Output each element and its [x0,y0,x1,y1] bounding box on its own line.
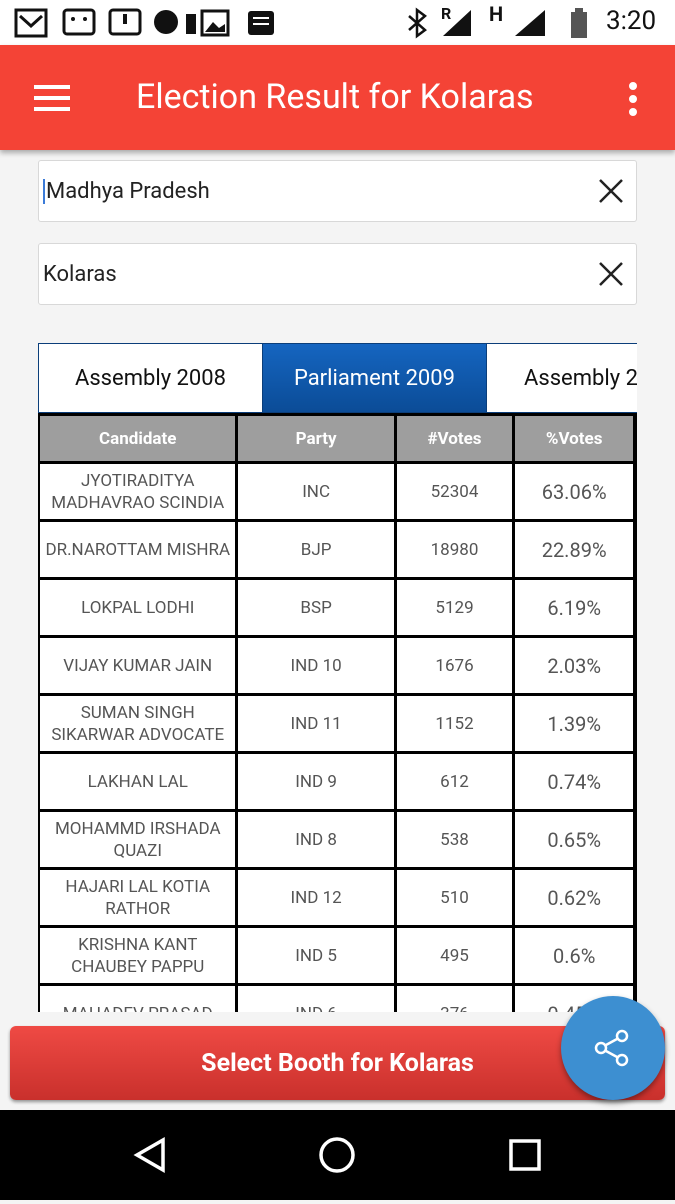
tab[interactable]: Assembly 2 [486,343,637,413]
share-icon [594,1029,629,1067]
table-cell: 538 [396,812,513,867]
table-row: DR.NAROTTAM MISHRA BJP 18980 22.89% [40,522,633,577]
table-cell: 0.6% [515,928,633,983]
table-row: LOKPAL LODHI BSP 5129 6.19% [40,580,633,635]
table-cell: KRISHNA KANT CHAUBEY PAPPU [40,928,236,983]
clock: 3:20 [606,6,657,36]
clear-button[interactable] [598,178,624,204]
system-icons [408,7,587,39]
table-cell: 495 [396,928,513,983]
table-cell: 376 [396,986,513,1012]
share-button[interactable] [561,996,665,1100]
state-input[interactable]: Madhya Pradesh [38,160,637,222]
table-cell: 6.19% [515,580,633,635]
home-button[interactable] [319,1137,355,1173]
table-cell: MOHAMMD IRSHADA QUAZI [40,812,236,867]
header-cell: Candidate [40,416,236,461]
table-cell: IND 6 [238,986,394,1012]
table-cell: VIJAY KUMAR JAIN [40,638,236,693]
table-cell: 18980 [396,522,513,577]
table-row: MAHADEV PRASADIND 63760.45% [40,986,633,1012]
table-cell: DR.NAROTTAM MISHRA [40,522,236,577]
table-cell: IND 8 [238,812,394,867]
table-cell: SUMAN SINGH SIKARWAR ADVOCATE [40,696,236,751]
table-cell: JYOTIRADITYA MADHAVRAO SCINDIA [40,464,236,519]
header-cell: #Votes [396,416,513,461]
table-cell: 0.62% [515,870,633,925]
constituency-input[interactable]: Kolaras [38,243,637,305]
app-title: Election Result for Kolaras [136,77,534,117]
nav-icons [133,1136,541,1174]
table-cell: 5129 [396,580,513,635]
table-row: JYOTIRADITYA MADHAVRAO SCINDIA INC 52304 63… [40,464,633,519]
table-cell: IND 11 [238,696,394,751]
table-cell: 52304 [396,464,513,519]
table-cell: MAHADEV PRASAD [40,986,236,1012]
more-button[interactable] [626,81,640,117]
back-button[interactable] [133,1136,165,1174]
input-text: Madhya Pradesh [43,179,210,204]
table-cell: LAKHAN LAL [40,754,236,809]
table-cell: IND 12 [238,870,394,925]
table-cell: 0.74% [515,754,633,809]
menu-button[interactable] [34,85,72,113]
table-cell: HAJARI LAL KOTIA RATHOR [40,870,236,925]
tab-strip: Assembly 2008 Parliament 2009 Assembly 2 [38,343,637,413]
network-type: R [441,4,452,23]
navigation-bar [0,1110,675,1200]
header-cell: %Votes [515,416,633,461]
table-cell: LOKPAL LODHI [40,580,236,635]
header-cell: Party [238,416,394,461]
table-cell: 2.03% [515,638,633,693]
table-cell: BSP [238,580,394,635]
table-cell: 63.06% [515,464,633,519]
table-cell: INC [238,464,394,519]
table-cell: IND 9 [238,754,394,809]
table-row: VIJAY KUMAR JAIN IND 10 1676 2.03% [40,638,633,693]
table-cell: IND 5 [238,928,394,983]
table-cell: BJP [238,522,394,577]
network-type: H [489,2,504,26]
table-row: HAJARI LAL KOTIA RATHOR IND 12 510 0.62% [40,870,633,925]
table-cell: 1152 [396,696,513,751]
table-cell: 0.65% [515,812,633,867]
tab[interactable]: Assembly 2008 [38,343,263,413]
table-cell: 1.39% [515,696,633,751]
results-table: Candidate Party #Votes %Votes JYOTIRADITYA M… [38,413,637,1012]
recents-button[interactable] [509,1139,541,1171]
input-text: Kolaras [43,262,117,287]
table-cell: IND 10 [238,638,394,693]
table-row: SUMAN SINGH SIKARWAR ADVOCATE IND 11 1152 1… [40,696,633,751]
tab-active[interactable]: Parliament 2009 [262,343,487,413]
table-row: MOHAMMD IRSHADA QUAZI IND 8 538 0.65% [40,812,633,867]
app-bar: Election Result for Kolaras [0,45,675,150]
header-row: Candidate Party #Votes %Votes [40,416,633,461]
clear-button[interactable] [598,261,624,287]
table-cell: 612 [396,754,513,809]
table-cell: 1676 [396,638,513,693]
table-cell: 510 [396,870,513,925]
table-row: KRISHNA KANT CHAUBEY PAPPU IND 5 495 0.6% [40,928,633,983]
notification-icons [14,8,274,38]
table-cell: 22.89% [515,522,633,577]
select-booth-button[interactable]: Select Booth for Kolaras [10,1026,665,1100]
table-row: LAKHAN LAL IND 9 612 0.74% [40,754,633,809]
status-bar: R H 3:20 [0,0,675,45]
